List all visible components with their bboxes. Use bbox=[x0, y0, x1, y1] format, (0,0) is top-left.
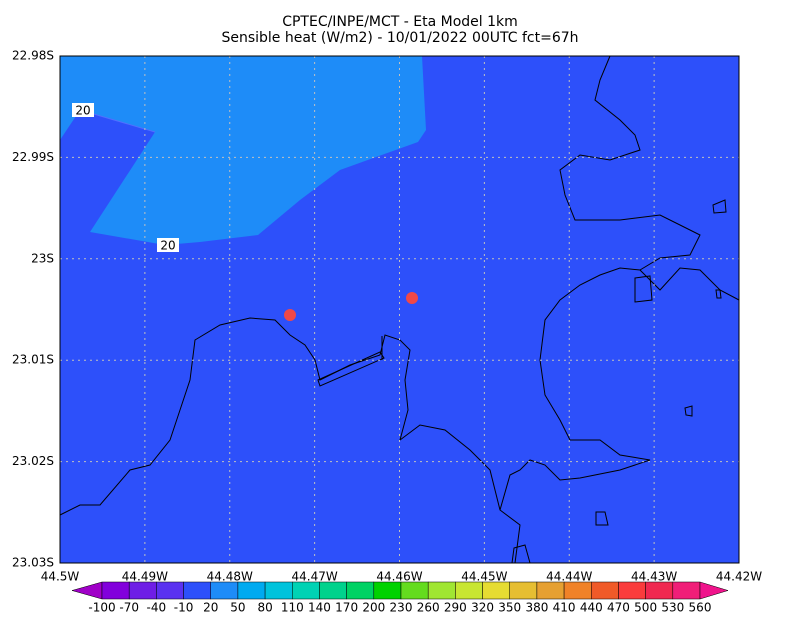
x-tick-label: 44.43W bbox=[631, 570, 677, 584]
colorbar-label: 410 bbox=[553, 601, 576, 615]
x-tick-label: 44.48W bbox=[207, 570, 253, 584]
colorbar-label: -100 bbox=[88, 601, 115, 615]
colorbar-label: 50 bbox=[230, 601, 245, 615]
title-line: Sensible heat (W/m2) - 10/01/2022 00UTC … bbox=[221, 30, 578, 46]
coastline bbox=[59, 317, 521, 564]
colorbar-label: -40 bbox=[147, 601, 167, 615]
colorbar-label: 110 bbox=[281, 601, 304, 615]
colorbar-label: 140 bbox=[308, 601, 331, 615]
colorbar-box bbox=[101, 581, 130, 600]
contour-label-box bbox=[72, 103, 94, 117]
y-tick-label: 23.01S bbox=[12, 353, 54, 367]
contour-label-box bbox=[157, 238, 179, 252]
colorbar-label: 80 bbox=[257, 601, 272, 615]
colorbar-box bbox=[509, 581, 538, 600]
colorbar-box bbox=[672, 581, 701, 600]
colorbar-box bbox=[427, 581, 456, 600]
colorbar-label: 470 bbox=[607, 601, 630, 615]
colorbar-box bbox=[156, 581, 184, 600]
coastline bbox=[559, 55, 701, 271]
colorbar-label: 230 bbox=[390, 601, 413, 615]
colorbar-label: 380 bbox=[525, 601, 548, 615]
colorbar-box bbox=[128, 581, 157, 600]
y-tick-label: 23.03S bbox=[12, 556, 54, 570]
colorbar-box bbox=[346, 581, 375, 600]
x-tick-label: 44.42W bbox=[716, 570, 762, 584]
coastline bbox=[317, 336, 385, 387]
colorbar-label: 20 bbox=[203, 601, 218, 615]
colorbar-box bbox=[237, 581, 266, 600]
colorbar-end bbox=[71, 581, 103, 600]
contour-label: 20 bbox=[160, 239, 175, 253]
colorbar-box bbox=[183, 581, 211, 600]
coastline bbox=[499, 267, 740, 511]
colorbar-label: 440 bbox=[580, 601, 603, 615]
colorbar-box bbox=[618, 581, 646, 600]
colorbar-label: 350 bbox=[498, 601, 521, 615]
title-line: CPTEC/INPE/MCT - Eta Model 1km bbox=[282, 14, 518, 30]
colorbar-label: -10 bbox=[174, 601, 194, 615]
x-tick-label: 44.45W bbox=[461, 570, 507, 584]
colorbar-label: 560 bbox=[689, 601, 712, 615]
colorbar-box bbox=[292, 581, 320, 600]
colorbar-label: 530 bbox=[661, 601, 684, 615]
colorbar-label: 290 bbox=[444, 601, 467, 615]
colorbar-end bbox=[699, 581, 729, 600]
colorbar-box bbox=[210, 581, 239, 600]
colorbar-box bbox=[319, 581, 347, 600]
y-tick-label: 22.99S bbox=[12, 150, 54, 164]
station-dot bbox=[406, 292, 418, 304]
colorbar-box bbox=[536, 581, 565, 600]
colorbar-label: 170 bbox=[335, 601, 358, 615]
colorbar-box bbox=[645, 581, 674, 600]
y-tick-label: 23.02S bbox=[12, 454, 54, 468]
colorbar-label: 200 bbox=[362, 601, 385, 615]
colorbar-box bbox=[563, 581, 592, 600]
colorbar-box bbox=[455, 581, 483, 600]
x-tick-label: 44.44W bbox=[546, 570, 592, 584]
colorbar-box bbox=[264, 581, 293, 600]
shaded-region bbox=[60, 56, 426, 245]
plot-frame bbox=[59, 55, 740, 564]
colorbar: -100 -70 -40 -10 20 50 80 110 140 170 200 230 260 290… bbox=[71, 581, 729, 615]
colorbar-box bbox=[400, 581, 429, 600]
colorbar-box bbox=[591, 581, 619, 600]
x-tick-label: 44.49W bbox=[122, 570, 168, 584]
colorbar-label: 260 bbox=[417, 601, 440, 615]
station-dot bbox=[284, 309, 296, 321]
plot-area: 20 20 bbox=[59, 55, 740, 564]
y-tick-label: 23S bbox=[31, 251, 54, 265]
colorbar-label: 500 bbox=[634, 601, 657, 615]
x-tick-label: 44.5W bbox=[41, 570, 80, 584]
y-tick-label: 22.98S bbox=[12, 49, 54, 63]
colorbar-box bbox=[482, 581, 510, 600]
contour-label: 20 bbox=[75, 104, 90, 118]
x-tick-label: 44.47W bbox=[292, 570, 338, 584]
island bbox=[511, 199, 727, 564]
x-tick-label: 44.46W bbox=[376, 570, 422, 584]
colorbar-box bbox=[373, 581, 402, 600]
colorbar-label: 320 bbox=[471, 601, 494, 615]
colorbar-label: -70 bbox=[119, 601, 139, 615]
